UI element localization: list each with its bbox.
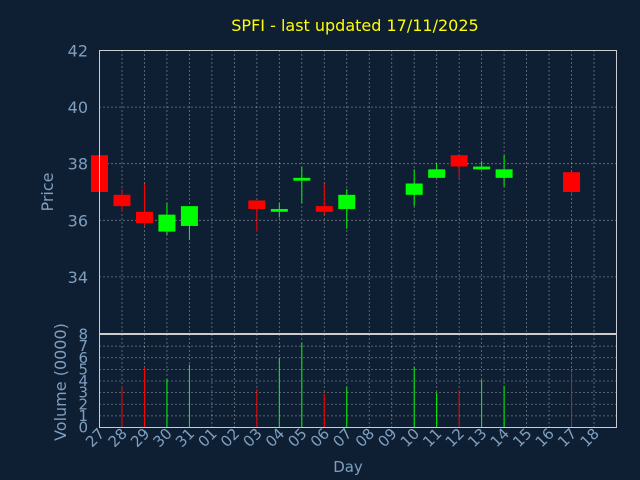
x-axis-label: Day bbox=[333, 458, 363, 476]
candle-body bbox=[270, 208, 288, 212]
volume-tick-label: 3 bbox=[78, 384, 88, 402]
volume-grid bbox=[99, 334, 617, 428]
price-panel-frame bbox=[99, 50, 617, 334]
candle-body bbox=[338, 194, 356, 209]
volume-panel-frame bbox=[99, 334, 617, 428]
volume-tick-label: 5 bbox=[78, 360, 88, 378]
price-tick-label: 36 bbox=[68, 211, 88, 230]
price-y-ticks: 34 36 38 40 42 bbox=[68, 42, 88, 287]
volume-tick-label: 8 bbox=[78, 326, 88, 344]
x-tick-label: 18 bbox=[577, 425, 603, 451]
volume-axis-label: Volume (0000) bbox=[51, 323, 70, 441]
candle-body bbox=[563, 172, 581, 192]
volume-tick-label: 4 bbox=[78, 372, 88, 390]
candle-body bbox=[158, 214, 176, 232]
volume-tick-label: 1 bbox=[78, 407, 88, 425]
candle-body bbox=[135, 211, 153, 224]
price-tick-label: 42 bbox=[68, 42, 88, 61]
price-tick-label: 34 bbox=[68, 268, 88, 287]
candles bbox=[91, 155, 581, 241]
x-ticks: 2728293031010203040506070809101112131415… bbox=[82, 425, 603, 451]
candle-body bbox=[293, 177, 311, 181]
volume-tick-label: 6 bbox=[78, 349, 88, 367]
volume-tick-label: 2 bbox=[78, 395, 88, 413]
price-axis-label: Price bbox=[38, 172, 57, 211]
candle-body bbox=[113, 194, 131, 207]
price-grid bbox=[99, 50, 617, 334]
chart-title: SPFI - last updated 17/11/2025 bbox=[231, 16, 478, 35]
volume-bars bbox=[99, 342, 573, 428]
volume-tick-label: 0 bbox=[78, 419, 88, 437]
candle-body bbox=[248, 200, 266, 209]
candle-body bbox=[405, 183, 423, 195]
price-tick-label: 40 bbox=[68, 98, 88, 117]
volume-tick-label: 7 bbox=[78, 337, 88, 355]
candle-body bbox=[473, 166, 491, 170]
candle-body bbox=[315, 206, 333, 212]
price-tick-label: 38 bbox=[68, 155, 88, 174]
candle-body bbox=[428, 169, 446, 178]
candle-body bbox=[495, 169, 513, 178]
candle-body bbox=[450, 155, 468, 167]
candle-body bbox=[180, 206, 198, 226]
